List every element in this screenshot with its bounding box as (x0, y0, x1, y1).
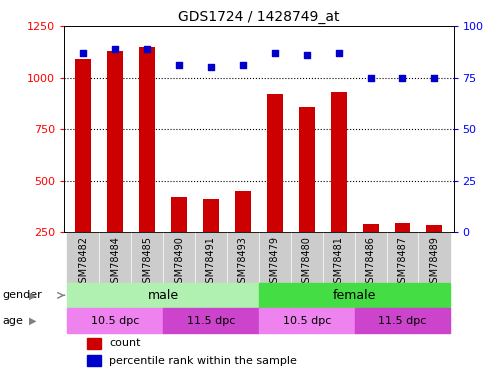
Text: GSM78490: GSM78490 (174, 236, 184, 289)
Bar (387, 232, 419, 283)
Bar (67, 283, 259, 308)
Text: age: age (2, 315, 23, 326)
Bar (299, 106, 315, 232)
Text: GSM78487: GSM78487 (397, 236, 408, 290)
Text: GSM78486: GSM78486 (365, 236, 376, 289)
Text: ▶: ▶ (29, 315, 36, 326)
Bar (267, 94, 283, 232)
Bar (67, 232, 99, 283)
Bar (75, 59, 91, 232)
Bar (87, 338, 101, 349)
Text: male: male (147, 289, 178, 302)
Text: 11.5 dpc: 11.5 dpc (187, 315, 235, 326)
Text: GSM78491: GSM78491 (206, 236, 216, 289)
Text: GSM78482: GSM78482 (78, 236, 88, 290)
Bar (163, 308, 259, 333)
Point (430, 75, 438, 81)
Bar (419, 232, 451, 283)
Point (398, 75, 406, 81)
Bar (394, 223, 411, 232)
Point (303, 52, 311, 58)
Point (367, 75, 375, 81)
Bar (131, 232, 163, 283)
Point (111, 46, 119, 52)
Text: GSM78484: GSM78484 (110, 236, 120, 289)
Text: 11.5 dpc: 11.5 dpc (378, 315, 426, 326)
Text: GSM78481: GSM78481 (334, 236, 344, 289)
Title: GDS1724 / 1428749_at: GDS1724 / 1428749_at (178, 10, 340, 24)
Point (79, 50, 87, 56)
Text: percentile rank within the sample: percentile rank within the sample (109, 356, 297, 366)
Bar (259, 232, 291, 283)
Bar (362, 224, 379, 232)
Text: 10.5 dpc: 10.5 dpc (282, 315, 331, 326)
Text: GSM78479: GSM78479 (270, 236, 280, 290)
Bar (67, 308, 163, 333)
Bar (99, 232, 131, 283)
Bar (323, 232, 354, 283)
Point (143, 46, 151, 52)
Point (175, 62, 183, 68)
Point (335, 50, 343, 56)
Bar (354, 308, 451, 333)
Bar (426, 225, 442, 232)
Text: ▶: ▶ (29, 290, 36, 300)
Bar (203, 200, 219, 232)
Text: gender: gender (2, 290, 42, 300)
Bar (171, 197, 187, 232)
Text: GSM78480: GSM78480 (302, 236, 312, 289)
Text: count: count (109, 339, 141, 348)
Text: GSM78485: GSM78485 (142, 236, 152, 290)
Bar (87, 356, 101, 366)
Text: GSM78489: GSM78489 (429, 236, 439, 289)
Bar (139, 47, 155, 232)
Bar (259, 283, 451, 308)
Text: female: female (333, 289, 376, 302)
Point (207, 64, 215, 70)
Bar (227, 232, 259, 283)
Bar (235, 191, 251, 232)
Bar (354, 232, 387, 283)
Bar (291, 232, 323, 283)
Point (271, 50, 279, 56)
Bar (107, 51, 123, 232)
Bar (163, 232, 195, 283)
Bar (259, 308, 354, 333)
Text: 10.5 dpc: 10.5 dpc (91, 315, 140, 326)
Point (239, 62, 247, 68)
Bar (331, 92, 347, 232)
Bar (195, 232, 227, 283)
Text: GSM78493: GSM78493 (238, 236, 248, 289)
